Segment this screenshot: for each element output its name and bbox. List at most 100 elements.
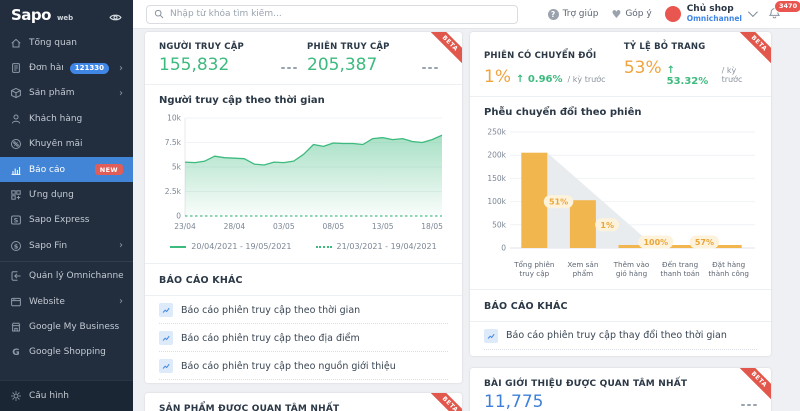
bounce-delta: ↑ 53.32% <box>667 65 717 87</box>
chevron-down-icon <box>748 8 758 18</box>
chart-icon <box>159 331 173 345</box>
conversion-stat-label: PHIÊN CÓ CHUYỂN ĐỔI <box>484 51 605 61</box>
chevron-right-icon: › <box>119 88 123 99</box>
chevron-right-icon: › <box>119 296 123 307</box>
svg-text:51%: 51% <box>549 198 568 207</box>
sidebar-item-khuyen-mai[interactable]: Khuyến mãi <box>0 132 133 157</box>
articles-card: BETA BÀI GIỚI THIỆU ĐƯỢC QUAN TÂM NHẤT 1… <box>470 368 771 411</box>
funnel-category-labels: Tổng phiên truy cậpXem sản phẩmThêm vào … <box>510 260 753 279</box>
report-links-list: Báo cáo phiên truy cập theo thời gian Báo… <box>145 296 462 380</box>
svg-text:250k: 250k <box>487 128 506 137</box>
svg-text:G: G <box>12 348 19 358</box>
sidebar-item-label: Quản lý Omnichannel <box>29 271 123 281</box>
report-link-label: Báo cáo phiên truy cập thay đổi theo thờ… <box>506 330 727 341</box>
sidebar-item-google-shopping[interactable]: G Google Shopping <box>0 340 133 365</box>
report-link-label: Báo cáo phiên truy cập theo thời gian <box>181 305 360 316</box>
sidebar-item-bao-cao[interactable]: Báo cáoNEW <box>0 157 133 182</box>
gear-icon <box>10 390 22 402</box>
chart-legend: 20/04/2021 - 19/05/202121/03/2021 - 19/0… <box>159 242 448 251</box>
search-box <box>146 5 518 24</box>
sidebar-item-cau-hinh[interactable]: Cấu hình <box>0 380 133 411</box>
chart-icon <box>159 303 173 317</box>
svg-text:100k: 100k <box>487 197 506 206</box>
conversion-stat-value: 1% <box>484 67 511 87</box>
sidebar-item-khach-hang[interactable]: Khách hàng <box>0 106 133 131</box>
sidebar-item-label: Sapo Fin <box>29 241 109 251</box>
account-menu[interactable]: Chủ shop Omnichannel <box>665 5 755 23</box>
sidebar-item-label: Google Shopping <box>29 347 123 357</box>
sidebar-item-website[interactable]: Website › <box>0 289 133 314</box>
svg-text:13/05: 13/05 <box>372 222 394 231</box>
logo-suffix: web <box>57 14 73 22</box>
avatar <box>665 6 681 22</box>
sidebar-item-ung-dung[interactable]: Ứng dụng <box>0 182 133 207</box>
sidebar-menu: Tổng quan Đơn hàng 121330 › Sản phẩm › Khách h… <box>0 30 133 365</box>
feedback-button[interactable]: ♥ Góp ý <box>611 9 651 20</box>
svg-text:5k: 5k <box>172 163 182 172</box>
legend-marker <box>316 246 332 248</box>
product-icon <box>10 87 22 99</box>
count-badge: 121330 <box>70 63 109 74</box>
report-icon <box>10 164 22 176</box>
report-links-list: Báo cáo phiên truy cập thay đổi theo thờ… <box>470 322 771 356</box>
sidebar-item-label: Đơn hàng <box>29 63 63 73</box>
report-link[interactable]: Báo cáo phiên truy cập thay đổi theo thờ… <box>484 322 757 350</box>
visitors-card: BETA NGƯỜI TRUY CẬP 155,832 PHIÊN TRUY C… <box>145 32 462 383</box>
sidebar-item-tong-quan[interactable]: Tổng quan <box>0 30 133 55</box>
notifications-button[interactable]: 3470 <box>768 5 781 24</box>
report-link[interactable]: Báo cáo phiên truy cập theo nguồn giới t… <box>159 352 448 380</box>
svg-text:0: 0 <box>501 244 506 253</box>
feedback-label: Góp ý <box>625 9 651 19</box>
account-subtitle: Omnichannel <box>687 15 742 23</box>
sidebar: Sapo web Tổng quanĐơn hàng121330›Sản phẩ… <box>0 0 133 411</box>
conversion-delta-suffix: / kỳ trước <box>568 75 606 84</box>
sidebar-item-sapo-fin[interactable]: $Sapo Fin› <box>0 233 133 258</box>
sidebar-item-label: Ứng dụng <box>29 190 123 200</box>
sidebar-item-google-my-business[interactable]: Google My Business <box>0 314 133 339</box>
main-content: BETA NGƯỜI TRUY CẬP 155,832 PHIÊN TRUY C… <box>133 29 800 411</box>
svg-text:23/04: 23/04 <box>174 222 196 231</box>
svg-text:08/05: 08/05 <box>322 222 344 231</box>
svg-text:28/04: 28/04 <box>224 222 246 231</box>
eye-icon[interactable] <box>109 9 122 22</box>
more-options-icon[interactable] <box>422 67 438 69</box>
express-icon: S <box>10 214 22 226</box>
notification-count-badge: 3470 <box>774 0 800 13</box>
sidebar-item-san-pham[interactable]: Sản phẩm › <box>0 81 133 106</box>
products-card-title: SẢN PHẨM ĐƯỢC QUAN TÂM NHẤT <box>159 404 448 411</box>
report-link[interactable]: Báo cáo phiên truy cập theo thời gian <box>159 296 448 324</box>
report-link[interactable]: Báo cáo phiên truy cập theo thiết bị <box>484 350 757 356</box>
funnel-category-label: Tổng phiên truy cập <box>510 260 559 279</box>
svg-text:7.5k: 7.5k <box>165 138 182 147</box>
bounce-stat-value: 53% <box>624 58 662 78</box>
sidebar-item-label: Khách hàng <box>29 114 123 124</box>
sidebar-item-sapo-express[interactable]: S Sapo Express <box>0 208 133 233</box>
omni-icon <box>10 270 22 282</box>
svg-text:200k: 200k <box>487 151 506 160</box>
bounce-stat-label: TỶ LỆ BỎ TRANG <box>624 42 757 52</box>
svg-text:50k: 50k <box>492 220 507 229</box>
more-options-icon[interactable] <box>741 404 757 406</box>
help-label: Trợ giúp <box>563 9 599 19</box>
area-chart-title: Người truy cập theo thời gian <box>159 95 448 106</box>
svg-text:57%: 57% <box>695 238 714 247</box>
more-options-icon[interactable] <box>281 67 297 69</box>
search-input[interactable] <box>170 9 510 19</box>
order-icon <box>10 62 22 74</box>
sidebar-item-don-hang[interactable]: Đơn hàng121330› <box>0 55 133 80</box>
sidebar-item-quan-ly-omnichannel[interactable]: Quản lý Omnichannel <box>0 264 133 289</box>
other-reports-title: BÁO CÁO KHÁC <box>145 264 462 295</box>
sidebar-item-label: Khuyến mãi <box>29 139 123 149</box>
legend-item: 20/04/2021 - 19/05/2021 <box>170 242 291 251</box>
customer-icon <box>10 113 22 125</box>
report-link[interactable]: Báo cáo phiên truy cập theo địa điểm <box>159 324 448 352</box>
new-badge: NEW <box>95 164 123 175</box>
promo-icon <box>10 138 22 150</box>
conversion-delta: ↑ 0.96% <box>516 74 563 85</box>
svg-text:150k: 150k <box>487 174 506 183</box>
sidebar-item-label: Sapo Express <box>29 215 123 225</box>
sidebar-item-label: Sản phẩm <box>29 88 109 98</box>
help-button[interactable]: ? Trợ giúp <box>548 9 599 20</box>
sidebar-item-label: Website <box>29 297 109 307</box>
visitors-area-chart: 02.5k5k7.5k10k23/0428/0403/0508/0513/051… <box>159 112 448 236</box>
